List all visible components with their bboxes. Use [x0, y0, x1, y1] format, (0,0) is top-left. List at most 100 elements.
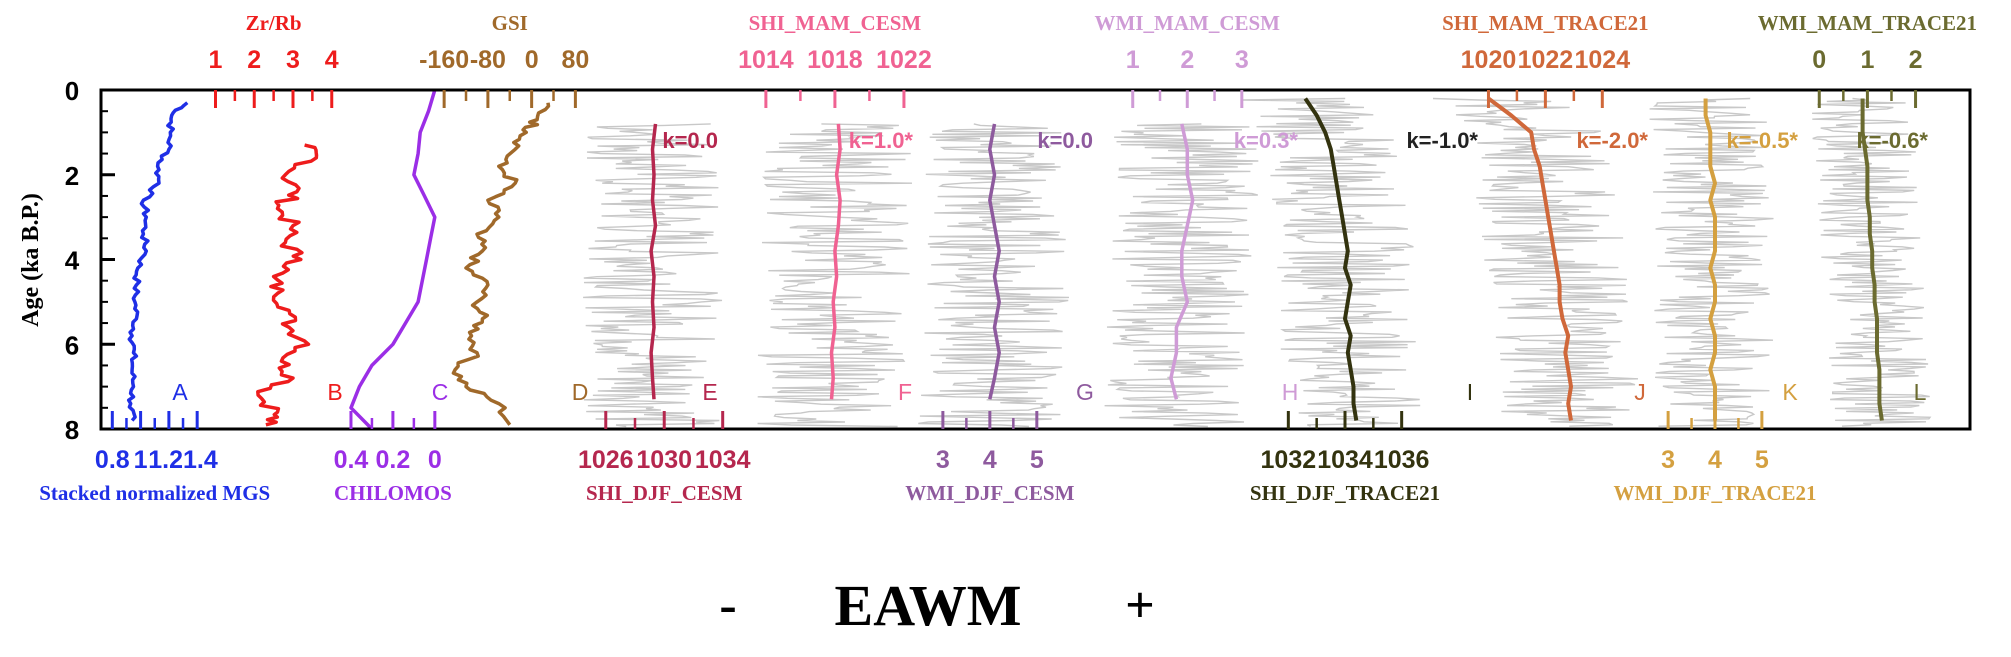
x-tick-label-l: 2 [1909, 46, 1923, 74]
panel-letter-j: J [1634, 379, 1646, 405]
x-tick-label-c: 0 [428, 446, 442, 474]
k-value-h: k=0.3* [1234, 128, 1299, 153]
y-axis-label: Age (ka B.P.) [18, 193, 44, 327]
series-line-e [649, 123, 658, 400]
noise-bands [583, 97, 1932, 428]
x-tick-label-j: 1024 [1574, 46, 1630, 74]
panel-letter-b: B [327, 379, 342, 405]
k-value-e: k=0.0 [662, 128, 718, 153]
series-title-i: SHI_DJF_TRACE21 [1250, 481, 1440, 505]
eawm-footer: - EAWM + [719, 573, 1154, 638]
y-axis: Age (ka B.P.) 0 2 4 6 8 [18, 76, 115, 445]
series-line-a [126, 101, 189, 422]
panel-letter-l: L [1914, 379, 1927, 405]
y-tick-label: 2 [65, 161, 79, 191]
x-tick-label-d: -80 [470, 46, 506, 74]
k-value-k: k=-0.5* [1726, 128, 1798, 153]
x-tick-label-a: 0.8 [95, 446, 130, 474]
noise-band-f [757, 123, 913, 428]
series-title-g: WMI_DJF_CESM [905, 481, 1074, 505]
x-tick-label-g: 5 [1030, 446, 1044, 474]
series-title-f: SHI_MAM_CESM [749, 11, 922, 35]
series-line-i [1303, 97, 1359, 421]
k-value-f: k=1.0* [849, 128, 914, 153]
noise-band-h [1104, 123, 1259, 428]
panel-letter-e: E [702, 379, 717, 405]
series-title-c: CHILOMOS [334, 481, 452, 505]
series-line-l [1860, 98, 1884, 421]
x-tick-label-f: 1022 [876, 46, 932, 74]
x-tick-label-a: 1 [134, 446, 148, 474]
panel-letter-a: A [172, 379, 188, 405]
noise-band-i [1240, 97, 1421, 427]
series-line-j [1487, 96, 1573, 421]
x-tick-label-b: 3 [286, 46, 300, 74]
x-tick-label-b: 4 [325, 46, 339, 74]
noise-band-k [1649, 97, 1774, 427]
y-tick-label: 4 [65, 246, 80, 276]
x-tick-label-e: 1026 [578, 446, 634, 474]
x-tick-label-c: 0.4 [334, 446, 369, 474]
panel-letter-d: D [572, 379, 589, 405]
x-tick-label-h: 2 [1180, 46, 1194, 74]
x-tick-label-b: 2 [247, 46, 261, 74]
eawm-minus-sign: - [719, 577, 736, 634]
x-tick-label-h: 3 [1235, 46, 1249, 74]
noise-band-l [1812, 97, 1932, 427]
x-tick-label-f: 1014 [738, 46, 794, 74]
series-title-d: GSI [492, 11, 528, 35]
noise-band-j [1432, 97, 1639, 427]
k-value-l: k=-0.6* [1856, 128, 1928, 153]
panel-letter-i: I [1467, 379, 1473, 405]
k-value-j: k=-2.0* [1576, 128, 1648, 153]
panel-letter-f: F [898, 379, 912, 405]
k-value-i: k=-1.0* [1406, 128, 1478, 153]
series-line-h [1169, 123, 1195, 400]
panel-letter-g: G [1076, 379, 1094, 405]
k-value-g: k=0.0 [1037, 128, 1093, 153]
x-tick-label-a: 1.21.4 [148, 446, 218, 474]
y-tick-label: 0 [65, 76, 79, 106]
panel-letter-c: C [432, 379, 449, 405]
series-line-b [256, 143, 319, 427]
series-line-d [451, 102, 551, 426]
x-tick-label-k: 5 [1755, 446, 1769, 474]
x-tick-label-b: 1 [209, 46, 223, 74]
x-tick-label-l: 1 [1860, 46, 1874, 74]
x-tick-label-i: 1036 [1374, 446, 1430, 474]
x-tick-label-i: 1034 [1317, 446, 1373, 474]
x-tick-label-h: 1 [1126, 46, 1140, 74]
x-tick-label-i: 1032 [1261, 446, 1317, 474]
x-tick-label-d: 0 [525, 46, 539, 74]
panel-letter-h: H [1282, 379, 1299, 405]
series-title-a: Stacked normalized MGS [39, 481, 270, 505]
series-line-f [829, 123, 842, 400]
series-axes [110, 90, 1918, 429]
x-tick-label-c: 0.2 [376, 446, 411, 474]
x-tick-label-l: 0 [1812, 46, 1826, 74]
x-tick-label-e: 1030 [636, 446, 692, 474]
series-title-b: Zr/Rb [246, 11, 302, 35]
x-tick-label-k: 3 [1661, 446, 1675, 474]
data-curves [126, 89, 1884, 431]
x-tick-label-k: 4 [1708, 446, 1722, 474]
eawm-plus-sign: + [1125, 577, 1155, 634]
x-tick-label-j: 1022 [1518, 46, 1574, 74]
series-title-j: SHI_MAM_TRACE21 [1442, 11, 1649, 35]
y-tick-label: 8 [65, 415, 79, 445]
series-title-e: SHI_DJF_CESM [586, 481, 743, 505]
x-tick-label-j: 1020 [1461, 46, 1517, 74]
series-line-c [349, 89, 437, 431]
series-title-k: WMI_DJF_TRACE21 [1614, 481, 1817, 505]
x-tick-label-g: 4 [983, 446, 997, 474]
y-tick-label: 6 [65, 330, 79, 360]
series-line-g [988, 123, 1001, 400]
noise-band-g [918, 123, 1070, 428]
series-title-h: WMI_MAM_CESM [1095, 11, 1281, 35]
x-tick-label-g: 3 [936, 446, 950, 474]
x-tick-label-f: 1018 [807, 46, 863, 74]
panel-letter-k: K [1782, 379, 1798, 405]
series-title-l: WMI_MAM_TRACE21 [1758, 11, 1977, 35]
